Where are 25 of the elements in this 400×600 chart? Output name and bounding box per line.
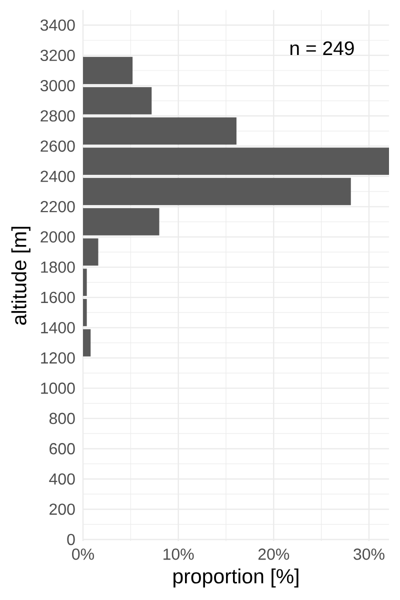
x-tick-label: 10% [164, 548, 194, 560]
y-tick-label: 1200 [41, 352, 75, 364]
annotation: n = 249 [290, 41, 354, 56]
y-tick-label: 1000 [41, 382, 75, 394]
y-tick-label: 2600 [40, 140, 75, 152]
x-axis-title: proportion [%] [174, 568, 298, 588]
y-tick-label: 3000 [40, 80, 75, 92]
x-tick-label: 20% [258, 548, 290, 560]
y-tick-label: 200 [50, 504, 75, 515]
y-tick-label: 2400 [40, 170, 75, 182]
y-tick-label: 800 [49, 412, 75, 424]
x-tick-label: 0% [72, 548, 94, 560]
y-tick-label: 2800 [40, 110, 75, 122]
y-axis-title: altitude [m] [11, 226, 30, 325]
y-tick-label: 3400 [40, 19, 75, 31]
y-tick-label: 2000 [40, 231, 75, 243]
y-tick-label: 1400 [41, 322, 75, 334]
x-tick-label: 30% [354, 548, 384, 560]
y-tick-label: 1600 [41, 292, 75, 304]
y-tick-label: 1800 [41, 262, 75, 273]
y-tick-label: 2200 [40, 201, 75, 212]
y-tick-label: 400 [49, 473, 75, 485]
y-tick-label: 600 [50, 443, 75, 454]
y-tick-label: 3200 [40, 50, 75, 62]
y-tick-label: 0 [67, 534, 75, 546]
